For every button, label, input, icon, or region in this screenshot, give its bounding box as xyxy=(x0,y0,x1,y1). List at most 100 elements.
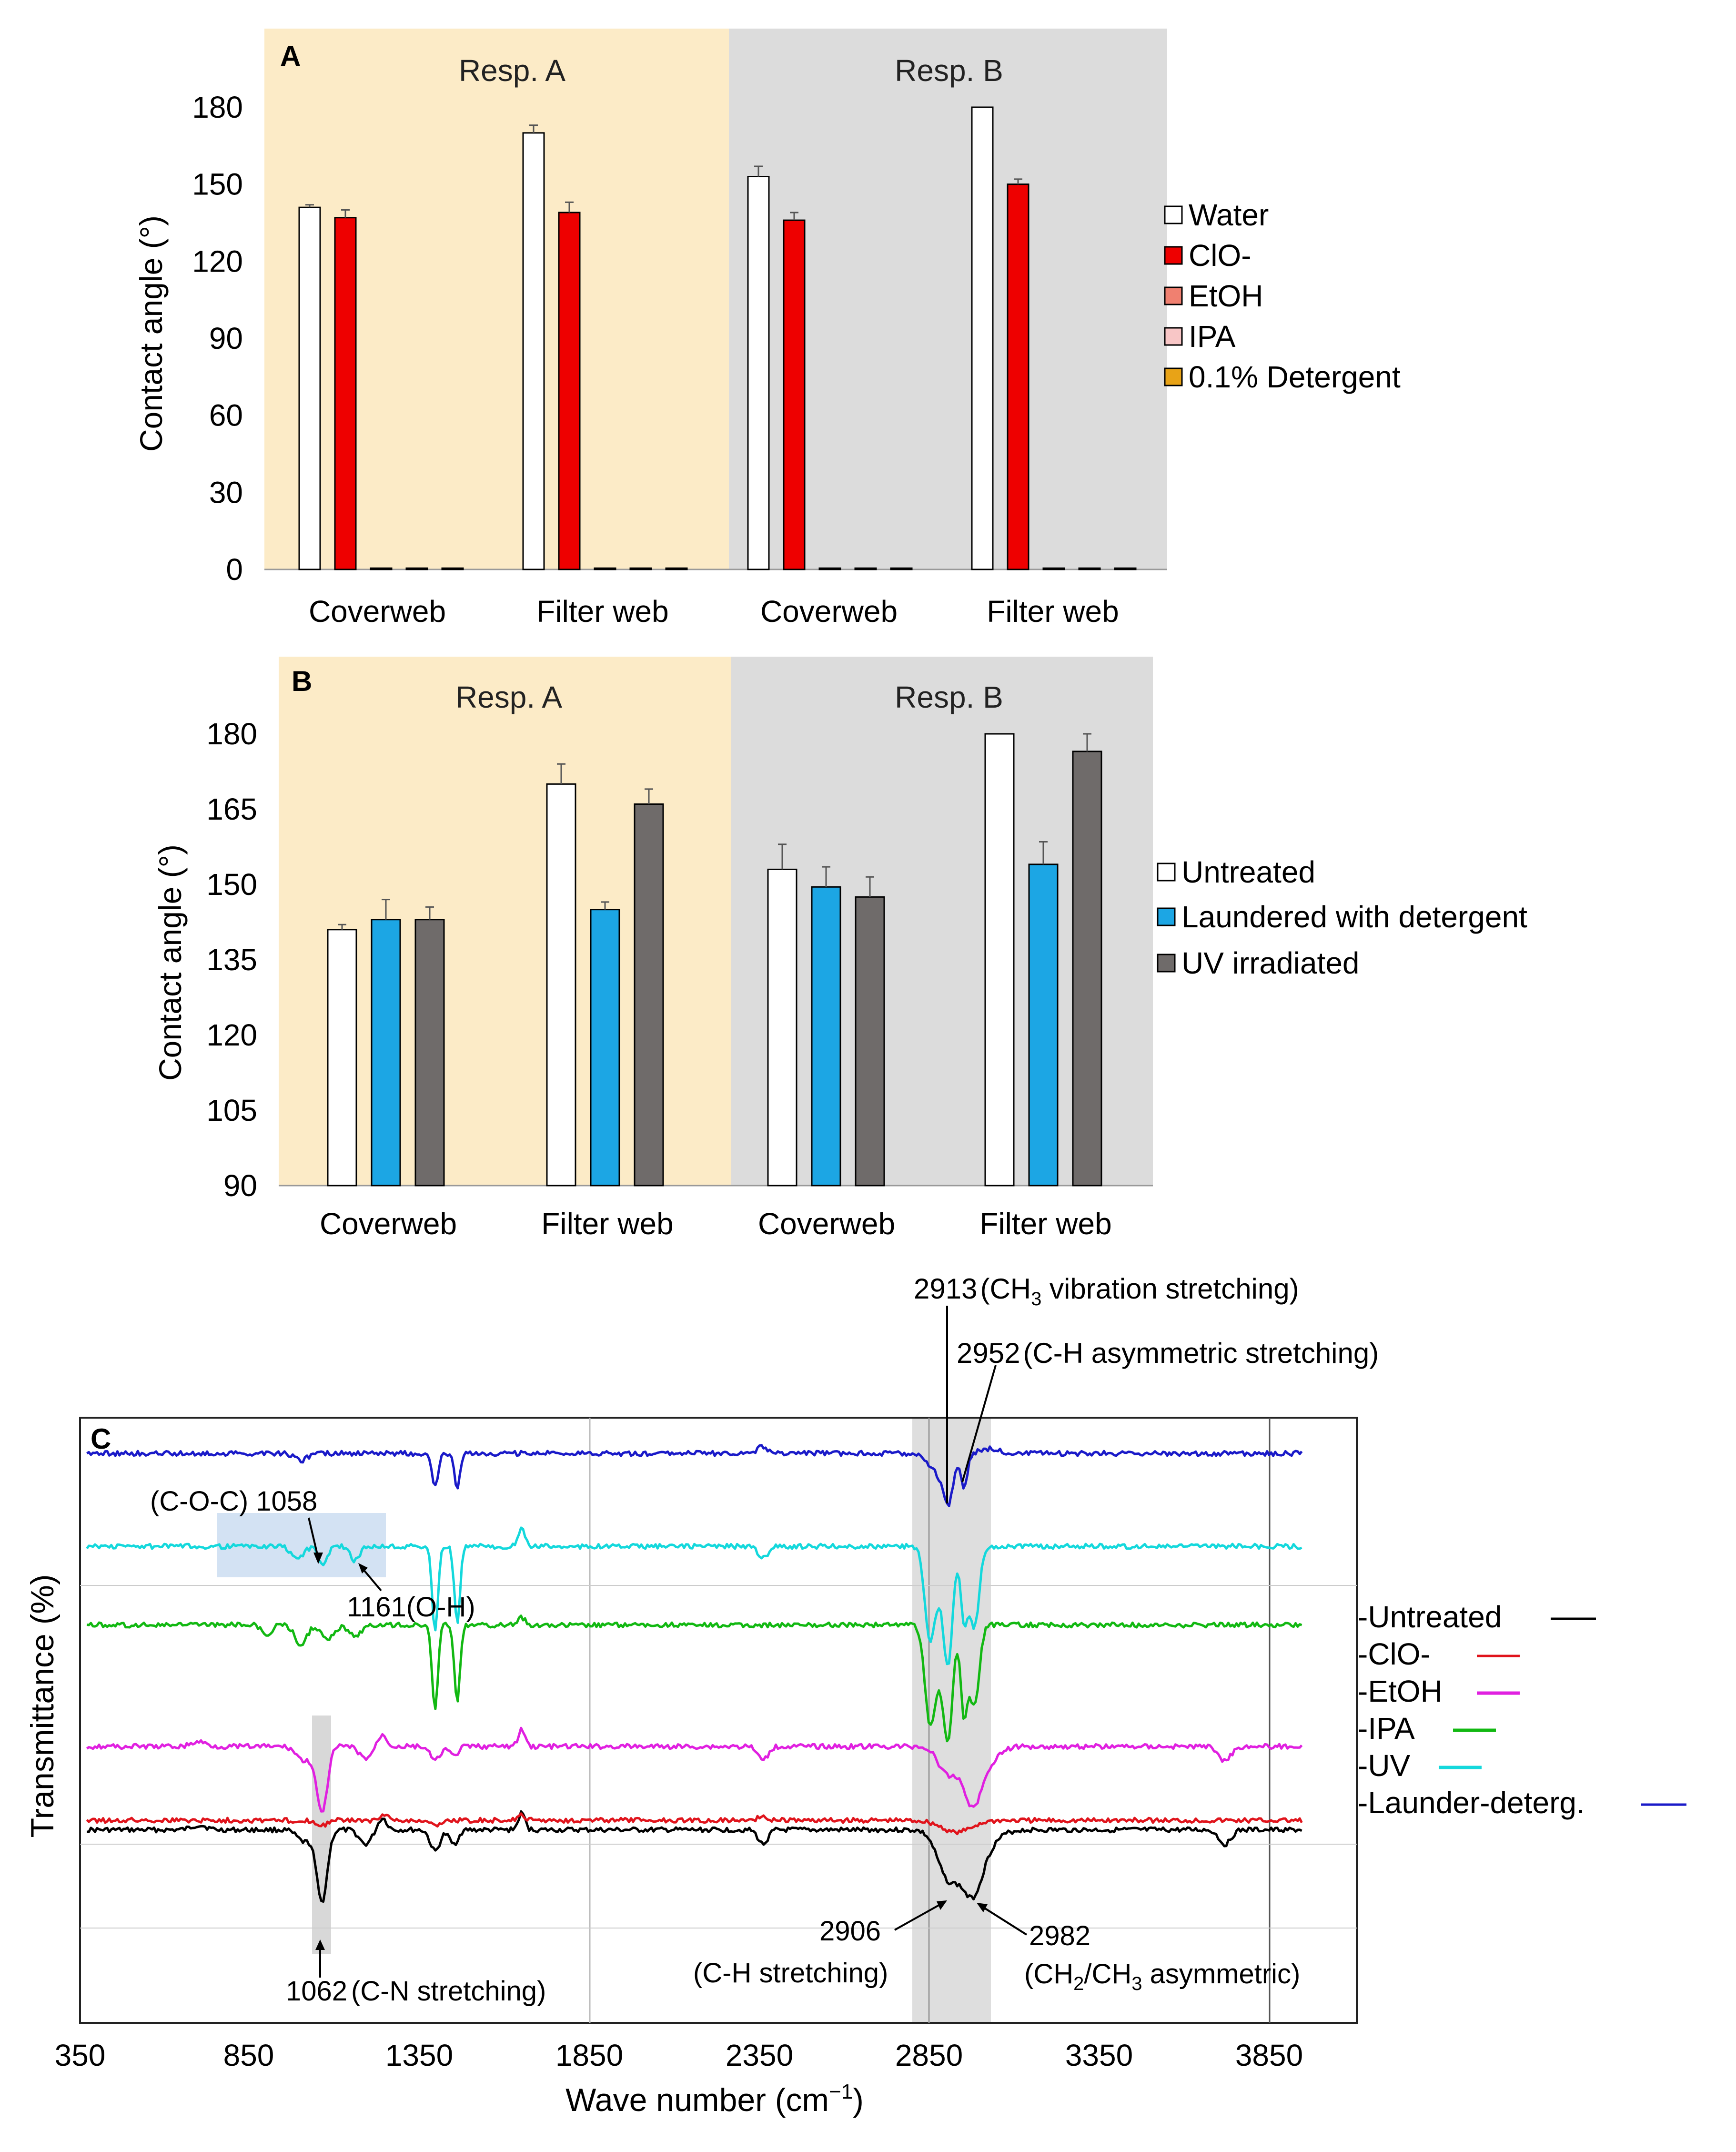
spectrum-uv xyxy=(86,1526,1302,1665)
legend-label-ipa-c: -IPA xyxy=(1358,1711,1415,1746)
annotation-2952-text: 2952 (C-H asymmetric stretching) xyxy=(957,1337,1379,1369)
spectrum-untreated xyxy=(87,1810,1302,1903)
panel-b-x-tick-label: Filter web xyxy=(979,1207,1111,1241)
y-tick-label: 135 xyxy=(206,943,257,977)
y-tick-label: 150 xyxy=(206,867,257,902)
annotation-2952: 2952 (C-H asymmetric stretching) xyxy=(957,1337,1379,1482)
panel-c-x-tick: 1850 xyxy=(555,2038,623,2072)
annotation-oh-arrowhead xyxy=(358,1563,368,1573)
panel-c-x-tick: 3350 xyxy=(1065,2038,1133,2072)
bar-uv-irradiated xyxy=(855,896,885,1187)
y-tick-label: 30 xyxy=(209,475,243,509)
panel-b-x-tick-label: Filter web xyxy=(541,1207,673,1241)
annotation-2906-text: (C-H stretching) xyxy=(693,1958,888,1989)
y-tick-label: 150 xyxy=(192,167,243,202)
legend-swatch-ipa xyxy=(1164,327,1183,346)
y-tick-label: 105 xyxy=(206,1093,257,1127)
bar-clo- xyxy=(1007,183,1029,570)
legend-label-etoh-c: -EtOH xyxy=(1358,1674,1443,1708)
legend-label-uv-c: -UV xyxy=(1358,1748,1411,1783)
annotation-2906-num: 2906 xyxy=(819,1916,881,1947)
legend-swatch-uv xyxy=(1157,954,1176,973)
bar-ipa xyxy=(629,567,652,570)
legend-swatch-etoh xyxy=(1164,286,1183,305)
panel-c-x-tick: 3850 xyxy=(1235,2038,1303,2072)
legend-label-untreated: Untreated xyxy=(1181,855,1315,889)
annotation-2982-leader xyxy=(980,1905,1028,1936)
panel-b-x-tick-label: Coverweb xyxy=(758,1207,895,1241)
panel-c: C 2913 (CH3 vibration stretching) 2952 (C-… xyxy=(24,1273,1686,2118)
annotation-2982-num: 2982 xyxy=(1029,1920,1090,1951)
y-tick-label: 90 xyxy=(209,321,243,355)
panel-a-x-tick-label: Filter web xyxy=(987,594,1119,629)
bar-laundered-with-detergent xyxy=(811,886,841,1187)
spectrum-ipa xyxy=(86,1614,1302,1743)
bar-water xyxy=(971,106,994,570)
bar-etoh xyxy=(1042,567,1065,570)
annotation-2913-text: 2913 (CH3 vibration stretching) xyxy=(914,1273,1299,1309)
panel-c-x-tick: 850 xyxy=(223,2038,274,2072)
annotation-2906-leader xyxy=(894,1902,943,1931)
panel-a-x-tick-label: Coverweb xyxy=(760,594,898,629)
y-tick-label: 90 xyxy=(223,1168,257,1203)
annotation-2906-arrowhead xyxy=(937,1900,947,1910)
bar-0-1-detergent xyxy=(890,567,913,570)
legend-label-launder-c: -Launder-deterg. xyxy=(1358,1786,1585,1820)
legend-label-ipa: IPA xyxy=(1189,319,1236,354)
y-tick-label: 120 xyxy=(192,244,243,278)
annotation-coc-leader xyxy=(308,1517,319,1559)
panel-b-group-label-a: Resp. A xyxy=(455,680,562,714)
bar-untreated xyxy=(327,929,357,1187)
panel-a: A Resp. A Resp. B 0 30 60 90 120 150 180 Conta… xyxy=(133,29,1401,629)
legend-label-uv: UV irradiated xyxy=(1181,946,1360,980)
bar-ipa xyxy=(854,567,877,570)
bar-ipa xyxy=(405,567,428,570)
bar-etoh xyxy=(818,567,841,570)
bar-laundered-with-detergent xyxy=(1028,863,1059,1187)
annotation-1062-arrowhead xyxy=(315,1939,325,1950)
bar-laundered-with-detergent xyxy=(371,919,401,1187)
panel-a-x-tick-label: Coverweb xyxy=(309,594,446,629)
legend-label-laundered: Laundered with detergent xyxy=(1181,900,1527,934)
panel-a-group-label-b: Resp. B xyxy=(895,53,1003,88)
panel-a-legend: Water ClO- EtOH IPA 0.1% Detergent xyxy=(1164,198,1401,394)
panel-b-x-tick-label: Coverweb xyxy=(320,1207,457,1241)
bar-clo- xyxy=(558,212,581,570)
panel-c-x-tick: 2850 xyxy=(895,2038,963,2072)
legend-swatch-detergent xyxy=(1164,367,1183,386)
panel-b-group-label-b: Resp. B xyxy=(895,680,1003,714)
panel-c-x-tick: 2350 xyxy=(726,2038,793,2072)
spectrum-launder-deterg- xyxy=(86,1444,1303,1507)
panel-c-x-tick: 350 xyxy=(55,2038,106,2072)
annotation-coc-arrowhead xyxy=(313,1553,323,1564)
panel-c-x-axis-label: Wave number (cm−1) xyxy=(565,2080,864,2118)
legend-label-detergent: 0.1% Detergent xyxy=(1189,360,1401,394)
bar-untreated xyxy=(984,733,1015,1187)
y-tick-label: 165 xyxy=(206,792,257,826)
spectrum-etoh xyxy=(86,1726,1303,1813)
legend-label-untreated-c: -Untreated xyxy=(1358,1600,1502,1634)
panel-c-y-axis-label: Transmittance (%) xyxy=(24,1574,61,1838)
y-tick-label: 60 xyxy=(209,398,243,433)
annotation-oh-text: 1161(O-H) xyxy=(347,1592,475,1623)
panel-a-bg-resp-a xyxy=(264,29,729,569)
panel-c-legend: -Untreated -ClO- -EtOH -IPA -UV -Launder… xyxy=(1358,1600,1686,1820)
y-tick-label: 180 xyxy=(192,90,243,124)
bar-water xyxy=(298,206,321,570)
annotation-coc-text: (C-O-C) 1058 xyxy=(150,1486,317,1517)
y-tick-label: 0 xyxy=(226,552,243,587)
panel-a-group-label-a: Resp. A xyxy=(459,53,565,88)
bar-uv-irradiated xyxy=(414,919,445,1187)
panel-b-legend: Untreated Laundered with detergent UV ir… xyxy=(1157,855,1527,980)
legend-label-clo: ClO- xyxy=(1189,238,1252,273)
annotation-2982-text: (CH2/CH3 asymmetric) xyxy=(1024,1959,1300,1994)
bar-uv-irradiated xyxy=(1072,751,1102,1187)
bar-0-1-detergent xyxy=(441,567,464,570)
legend-swatch-laundered xyxy=(1157,907,1176,926)
bar-etoh xyxy=(370,567,393,570)
panel-c-frame xyxy=(79,1417,1358,2024)
annotation-1062-text: 1062 (C-N stretching) xyxy=(286,1976,546,2007)
bar-etoh xyxy=(594,567,616,570)
bar-clo- xyxy=(334,217,357,570)
